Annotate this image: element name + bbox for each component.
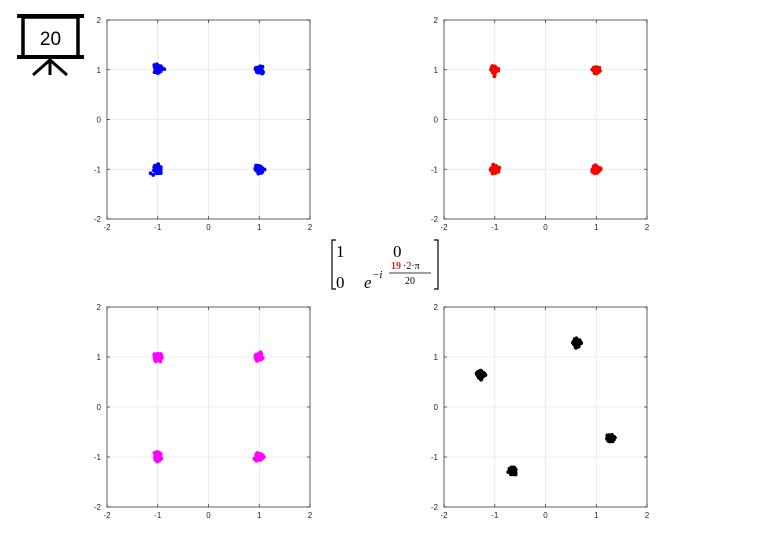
presentation-board-icon xyxy=(17,14,84,77)
scatter-plot-blue: -2 -1 0 1 2 -2 -1 0 1 2 xyxy=(94,16,313,232)
x-tick-label: 2 xyxy=(308,511,313,520)
scatter-point xyxy=(156,166,161,171)
x-tick-label: 2 xyxy=(308,223,313,232)
scatter-point xyxy=(154,455,159,460)
scatter-point xyxy=(572,341,576,346)
scatter-point xyxy=(154,68,159,73)
y-tick-label: 2 xyxy=(434,303,439,312)
scatter-point xyxy=(154,62,159,67)
scatter-point xyxy=(593,69,597,74)
y-tick-label: 0 xyxy=(434,403,439,412)
x-tick-label: -1 xyxy=(154,223,162,232)
matrix-exp-rest: ·2·π xyxy=(403,261,420,272)
scatter-plot-magenta: -2 -1 0 1 2 -2 -1 0 1 2 xyxy=(94,303,313,520)
x-tick-label: 2 xyxy=(645,511,650,520)
scatter-point xyxy=(490,67,494,71)
x-tick-label: -1 xyxy=(154,511,162,520)
y-tick-label: 1 xyxy=(97,66,102,75)
y-tick-label: 2 xyxy=(97,16,102,25)
right-bracket xyxy=(434,239,439,290)
scatter-point xyxy=(158,357,163,362)
scatter-point xyxy=(260,71,265,76)
scatter-point xyxy=(261,455,266,460)
matrix-r1c2: 0 xyxy=(393,242,402,261)
y-tick-label: -1 xyxy=(94,165,102,174)
y-tick-label: 2 xyxy=(97,303,102,312)
x-tick-label: -2 xyxy=(103,511,111,520)
scatter-point xyxy=(574,345,578,350)
x-tick-label: 0 xyxy=(543,223,548,232)
matrix-r1c1: 1 xyxy=(336,242,345,261)
scatter-point xyxy=(148,171,153,176)
scatter-point xyxy=(158,451,163,456)
scatter-point xyxy=(159,65,164,70)
slide-number: 20 xyxy=(40,29,61,50)
scatter-point xyxy=(478,373,483,378)
x-tick-label: 0 xyxy=(543,511,548,520)
scatter-plot-red: -2 -1 0 1 2 -2 -1 0 1 2 xyxy=(431,16,650,232)
y-tick-label: 0 xyxy=(97,403,102,412)
x-tick-label: 0 xyxy=(206,223,211,232)
scatter-point xyxy=(594,169,599,174)
y-tick-label: 1 xyxy=(434,66,439,75)
x-tick-label: -1 xyxy=(491,223,499,232)
scatter-point xyxy=(152,354,157,359)
x-tick-label: 0 xyxy=(206,511,211,520)
y-tick-label: -2 xyxy=(94,215,102,224)
scatter-point xyxy=(262,167,267,172)
scatter-point xyxy=(255,165,260,169)
scatter-point xyxy=(494,68,499,73)
matrix-exp-prefix: −i xyxy=(372,269,382,281)
x-tick-label: -1 xyxy=(491,511,499,520)
x-tick-label: -2 xyxy=(440,511,448,520)
x-tick-label: 1 xyxy=(594,223,599,232)
y-tick-label: 0 xyxy=(97,116,102,125)
y-tick-label: -1 xyxy=(431,453,439,462)
scatter-point xyxy=(590,169,595,173)
scatter-point xyxy=(595,166,600,171)
scatter-point xyxy=(492,73,497,77)
y-tick-label: -1 xyxy=(94,453,102,462)
y-tick-label: 1 xyxy=(434,353,439,362)
scatter-point xyxy=(607,435,612,439)
matrix-r2c1: 0 xyxy=(336,273,345,292)
y-tick-label: -2 xyxy=(431,215,439,224)
y-tick-label: 0 xyxy=(434,116,439,125)
scatter-point xyxy=(494,165,499,170)
scatter-point xyxy=(260,170,265,175)
matrix-exp-highlight: 19 xyxy=(391,261,401,272)
scatter-point xyxy=(574,336,579,341)
scatter-point xyxy=(155,459,160,464)
scatter-point xyxy=(491,162,496,167)
rotation-matrix: 1 0 0 e −i 19 ·2·π 20 xyxy=(331,239,439,292)
left-bracket xyxy=(331,239,336,290)
scatter-point xyxy=(509,468,514,473)
scatter-point xyxy=(158,354,162,359)
scatter-point xyxy=(612,435,617,439)
scatter-point xyxy=(577,338,582,343)
y-tick-label: 1 xyxy=(97,353,102,362)
scatter-point xyxy=(255,457,260,461)
scatter-plot-black: -2 -1 0 1 2 -2 -1 0 1 2 xyxy=(431,303,650,520)
x-tick-label: 1 xyxy=(257,223,262,232)
scatter-point xyxy=(490,165,495,170)
y-tick-label: -2 xyxy=(431,503,439,512)
scatter-point xyxy=(258,68,263,73)
scatter-point xyxy=(255,353,260,358)
x-tick-label: 1 xyxy=(257,511,262,520)
x-tick-label: -2 xyxy=(103,223,111,232)
scatter-point xyxy=(256,451,261,456)
x-tick-label: 1 xyxy=(594,511,599,520)
scatter-point xyxy=(152,165,157,170)
y-tick-label: -2 xyxy=(94,503,102,512)
matrix-exp-denominator: 20 xyxy=(405,276,415,287)
matrix-exp-base: e xyxy=(364,273,372,292)
x-tick-label: -2 xyxy=(440,223,448,232)
x-tick-label: 2 xyxy=(645,223,650,232)
y-tick-label: -1 xyxy=(431,165,439,174)
y-tick-label: 2 xyxy=(434,16,439,25)
